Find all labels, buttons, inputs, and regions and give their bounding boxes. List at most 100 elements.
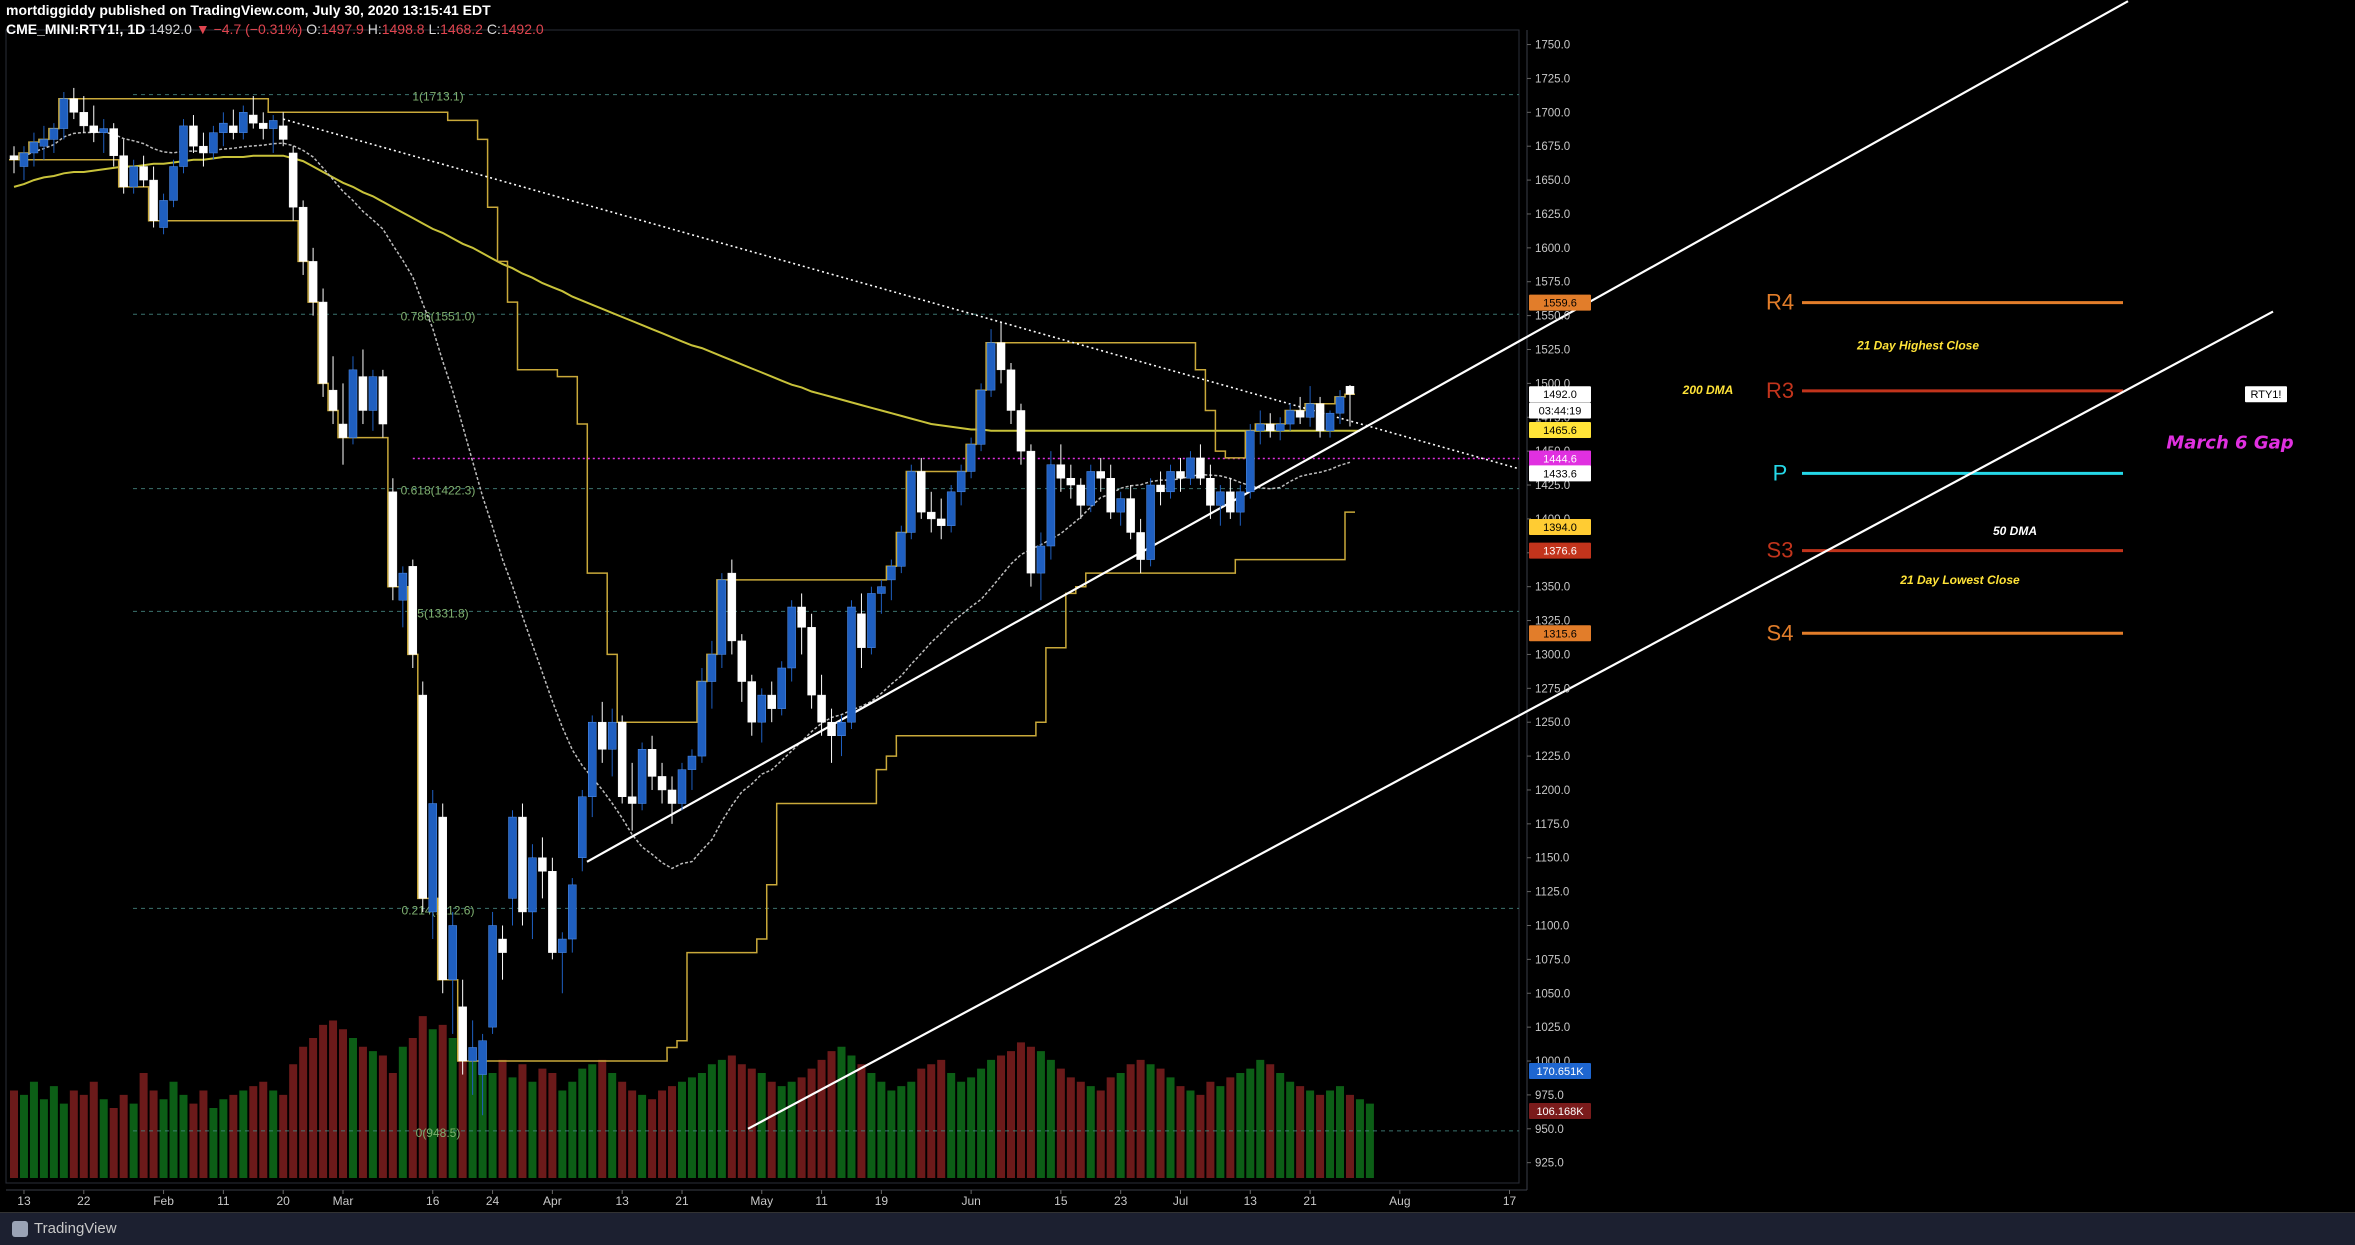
volume-bar <box>538 1068 547 1178</box>
volume-bar <box>129 1103 138 1178</box>
candle-body <box>1156 484 1165 493</box>
open-label: O: <box>306 21 321 37</box>
candle-body <box>1256 423 1265 432</box>
time-tick-label: 11 <box>815 1194 828 1208</box>
candle-body <box>9 155 19 161</box>
candle-body <box>478 1040 487 1075</box>
candle-body <box>558 938 567 953</box>
candle-body <box>1166 471 1175 493</box>
time-tick-label: Mar <box>333 1194 354 1208</box>
price-tick-label: 1600.0 <box>1535 243 1570 255</box>
price-badge <box>1529 450 1591 467</box>
brand-label: TradingView <box>34 1220 117 1237</box>
candle-body <box>288 152 298 208</box>
price-tick-label: 1250.0 <box>1535 717 1570 729</box>
volume-bar <box>189 1103 198 1178</box>
volume-bar <box>69 1090 78 1178</box>
volume-bar <box>867 1073 876 1178</box>
time-tick-label: 11 <box>217 1194 230 1208</box>
high-value: 1498.8 <box>381 21 425 37</box>
volume-bar <box>319 1024 328 1178</box>
price-chart[interactable]: 1(1713.1) 0.786(1551.0) 0.618(1422.3) 0.5(1… <box>0 0 2355 1212</box>
candle-body <box>737 640 747 682</box>
volume-bar <box>747 1068 756 1178</box>
price-tick-label: 1575.0 <box>1535 277 1570 289</box>
price-tick-label: 1700.0 <box>1535 107 1570 119</box>
time-tick-label: 19 <box>875 1194 889 1208</box>
candle-body <box>907 471 916 533</box>
volume-bar <box>977 1068 986 1178</box>
price-badge <box>1529 519 1591 536</box>
volume-bar <box>727 1055 736 1178</box>
volume-bar <box>618 1081 627 1178</box>
volume-bar <box>388 1073 397 1178</box>
pivot-label: S4 <box>1767 620 1794 645</box>
candle-body <box>637 749 647 804</box>
candle-body <box>897 532 906 567</box>
candle-body <box>508 816 517 899</box>
candle-body <box>1345 385 1355 395</box>
volume-bar <box>1026 1046 1035 1178</box>
volume-bar <box>528 1081 537 1178</box>
fib-level-label: 1(1713.1) <box>412 90 463 104</box>
pivot-label: S3 <box>1767 538 1794 563</box>
volume-bar <box>917 1068 926 1178</box>
volume-bar <box>358 1046 367 1178</box>
volume-bar <box>1266 1064 1275 1178</box>
volume-bar <box>498 1059 507 1178</box>
volume-bar <box>169 1081 178 1178</box>
price-tick-label: 950.0 <box>1535 1124 1564 1136</box>
time-tick-label: 21 <box>675 1194 689 1208</box>
volume-bar <box>199 1090 208 1178</box>
candle-body <box>538 857 547 872</box>
price-badge <box>1529 625 1591 642</box>
tradingview-brand[interactable]: TradingView <box>12 1220 117 1237</box>
candle-body <box>757 694 766 723</box>
price-tick-label: 1625.0 <box>1535 209 1570 221</box>
volume-bar <box>1176 1086 1185 1178</box>
low-label: L: <box>428 21 441 37</box>
volume-bar <box>1286 1081 1295 1178</box>
volume-bar <box>1345 1094 1354 1178</box>
last-price: 1492.0 <box>149 21 192 37</box>
candle-body <box>877 586 886 594</box>
volume-bar <box>997 1055 1006 1178</box>
candle-body <box>199 145 208 154</box>
candle-body <box>966 444 976 472</box>
candle-body <box>49 128 59 140</box>
candle-body <box>707 654 717 682</box>
volume-bar <box>159 1099 168 1178</box>
volume-bar <box>1216 1086 1225 1178</box>
candle-body <box>1016 410 1026 452</box>
time-tick-label: 17 <box>1503 1194 1517 1208</box>
volume-bar <box>1016 1042 1025 1178</box>
symbol-label[interactable]: CME_MINI:RTY1!, 1D <box>6 21 146 37</box>
candle-body <box>1335 396 1345 414</box>
candle-body <box>229 125 238 133</box>
candle-body <box>338 423 348 438</box>
volume-bar <box>1096 1090 1105 1178</box>
volume-bar <box>827 1051 836 1178</box>
lowest-close-line <box>9 159 1355 1062</box>
volume-bar <box>1206 1081 1215 1178</box>
candle-body <box>328 389 338 411</box>
pivot-label: P <box>1773 460 1788 485</box>
candle-body <box>568 884 577 940</box>
price-tick-label: 1350.0 <box>1535 582 1570 594</box>
candle-body <box>368 376 378 411</box>
price-tick-label: 1125.0 <box>1535 887 1569 899</box>
candle-body <box>1226 491 1235 513</box>
volume-bar <box>807 1068 816 1178</box>
candle-body <box>418 694 428 899</box>
candle-body <box>1076 484 1086 506</box>
time-tick-label: Aug <box>1389 1194 1410 1208</box>
candle-body <box>189 125 198 147</box>
candle-body <box>1186 457 1195 479</box>
candle-body <box>29 141 39 154</box>
candle-body <box>1196 457 1205 479</box>
volume-bar <box>757 1073 766 1178</box>
volume-bar <box>937 1059 946 1178</box>
volume-bar <box>139 1073 148 1178</box>
price-badge-label: 1465.6 <box>1543 425 1577 437</box>
price-badge-label: 1394.0 <box>1543 522 1577 534</box>
